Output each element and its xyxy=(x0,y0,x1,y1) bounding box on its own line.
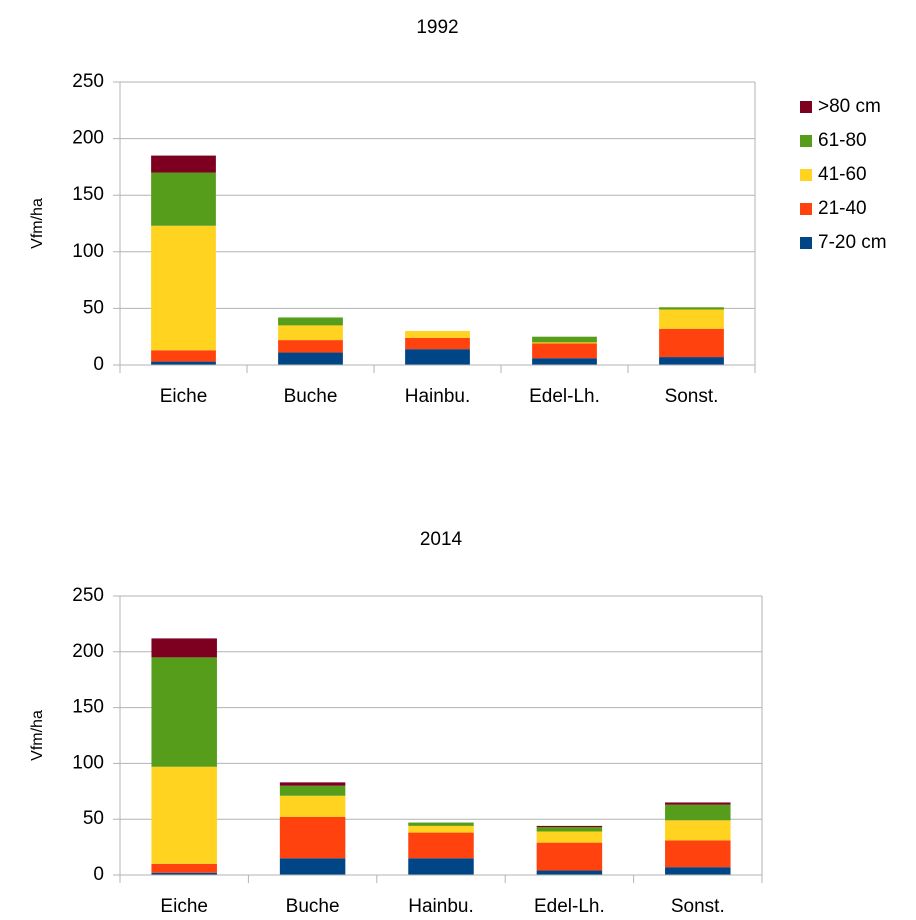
x-tick-label: Sonst. xyxy=(671,896,725,917)
legend-label: 7-20 cm xyxy=(818,232,887,253)
bar-segment xyxy=(532,342,597,344)
bar-segment xyxy=(151,350,216,362)
chart-title: 2014 xyxy=(420,529,463,550)
bar-segment xyxy=(659,307,724,310)
x-tick-label: Buche xyxy=(284,386,338,407)
chart-title: 1992 xyxy=(416,17,458,38)
bar-segment xyxy=(536,827,603,832)
bar-segment xyxy=(151,155,216,173)
bar-segment xyxy=(151,172,216,226)
bar-segment xyxy=(278,340,343,353)
bar-segment xyxy=(659,357,724,365)
y-tick-label: 250 xyxy=(72,585,104,606)
bar-segment xyxy=(408,832,474,859)
y-tick-label: 100 xyxy=(72,241,104,262)
y-tick-label: 0 xyxy=(93,354,104,375)
bar-segment xyxy=(665,802,731,805)
bar-segment xyxy=(536,825,603,828)
bar-segment xyxy=(536,842,603,871)
x-tick-label: Buche xyxy=(286,896,340,917)
bar-segment xyxy=(279,782,346,786)
bar-segment xyxy=(532,358,597,365)
bar-segment xyxy=(408,822,474,826)
x-tick-label: Eiche xyxy=(160,896,208,917)
bar-segment xyxy=(405,337,470,350)
bar-segment xyxy=(532,343,597,359)
bar-segment xyxy=(665,867,731,875)
y-tick-label: 150 xyxy=(72,184,104,205)
legend-swatch xyxy=(800,101,812,113)
x-tick-label: Edel-Lh. xyxy=(534,896,605,917)
legend-label: 61-80 xyxy=(818,130,867,151)
bar-segment xyxy=(536,870,603,875)
bar-segment xyxy=(279,816,346,859)
bar-segment xyxy=(278,325,343,341)
legend-swatch xyxy=(800,169,812,181)
legend-swatch xyxy=(800,203,812,215)
x-tick-label: Edel-Lh. xyxy=(529,386,600,407)
x-tick-label: Sonst. xyxy=(665,386,719,407)
bar-segment xyxy=(151,863,217,873)
bar-segment xyxy=(659,328,724,358)
bar-segment xyxy=(279,785,346,796)
bar-segment xyxy=(151,361,216,365)
y-tick-label: 200 xyxy=(72,128,104,149)
legend: 7-20 cm 21-40 41-60 61-80 >80 cm xyxy=(800,96,887,253)
legend-swatch xyxy=(800,237,812,249)
legend-label: 41-60 xyxy=(818,164,867,185)
legend-swatch xyxy=(800,135,812,147)
bar-segment xyxy=(532,336,597,343)
legend-label: 21-40 xyxy=(818,198,867,219)
bar-segment xyxy=(151,872,217,875)
bar-segment xyxy=(278,317,343,326)
bar-segment xyxy=(408,825,474,833)
bar-segment xyxy=(665,840,731,868)
bar-segment xyxy=(151,225,216,351)
y-tick-label: 200 xyxy=(72,641,104,662)
y-tick-label: 100 xyxy=(72,752,104,773)
bar-segment xyxy=(278,352,343,365)
chart: 1992 Vfm/ha 0 50 100 150 200 250 Eiche Buche Hainb… xyxy=(29,17,886,407)
bar-segment xyxy=(659,309,724,329)
bar-segment xyxy=(279,858,346,875)
y-tick-label: 250 xyxy=(72,71,104,92)
x-tick-label: Hainbu. xyxy=(405,386,471,407)
bar-segment xyxy=(408,858,474,875)
bar-segment xyxy=(405,349,470,365)
bar-segment xyxy=(151,657,217,767)
bar-segment xyxy=(279,795,346,817)
bar-segment xyxy=(405,331,470,338)
y-tick-label: 50 xyxy=(83,297,104,318)
x-tick-label: Eiche xyxy=(160,386,208,407)
bar-segment xyxy=(665,804,731,821)
y-tick-label: 150 xyxy=(72,697,104,718)
y-tick-label: 50 xyxy=(83,808,104,829)
bar-segment xyxy=(536,831,603,843)
x-tick-label: Hainbu. xyxy=(408,896,474,917)
chart: 2014 Vfm/ha 0 50 100 150 200 250 Eiche Buche Hainb… xyxy=(29,529,763,917)
bar-segment xyxy=(151,638,217,658)
bar-segment xyxy=(151,766,217,864)
legend-label: >80 cm xyxy=(818,96,881,117)
y-axis-title: Vfm/ha xyxy=(29,710,46,761)
y-axis-title: Vfm/ha xyxy=(29,198,46,249)
bar-segment xyxy=(665,820,731,841)
y-tick-label: 0 xyxy=(93,864,104,885)
